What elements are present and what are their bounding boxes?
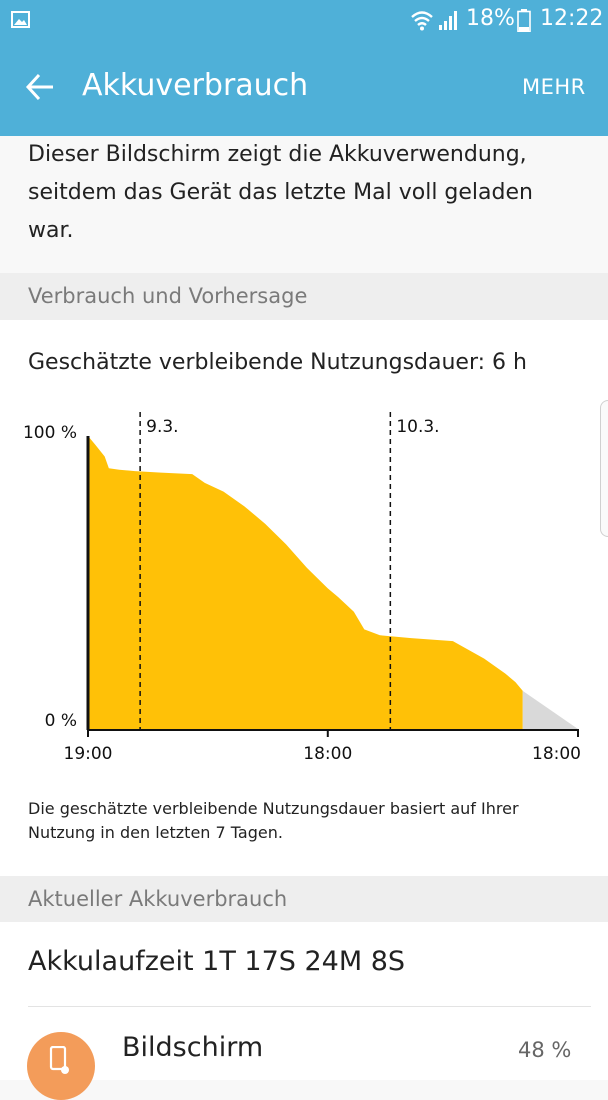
status-bar: 18% 12:22	[0, 0, 608, 42]
day-marker-label: 10.3.	[396, 417, 439, 437]
y-tick-label: 100 %	[23, 423, 77, 443]
section-header-current: Aktueller Akkuverbrauch	[0, 876, 608, 923]
wifi-icon	[411, 11, 433, 31]
estimated-remaining-time: Geschätzte verbleibende Nutzungsdauer: 6…	[28, 350, 527, 375]
signal-icon	[439, 11, 457, 30]
battery-usage-chart: 19:00 18:00 18:00 100 % 0 % 9.3. 10.3.	[23, 412, 581, 764]
battery-icon	[517, 9, 531, 32]
current-usage-card	[0, 922, 608, 1080]
battery-prediction-area	[522, 690, 578, 729]
back-arrow-icon[interactable]	[24, 70, 56, 104]
x-tick-label: 18:00	[532, 744, 581, 764]
divider	[28, 1006, 591, 1007]
clock: 12:22	[540, 6, 604, 31]
screen-icon	[49, 1046, 69, 1074]
x-tick-label: 19:00	[64, 744, 113, 764]
app-usage-name[interactable]: Bildschirm	[122, 1032, 264, 1063]
section-header-usage: Verbrauch und Vorhersage	[0, 273, 608, 320]
battery-level-area	[88, 436, 523, 729]
day-marker-label: 9.3.	[146, 417, 178, 437]
page-title: Akkuverbrauch	[82, 68, 309, 103]
y-tick-label: 0 %	[45, 711, 77, 731]
x-tick-label: 18:00	[303, 744, 352, 764]
more-button[interactable]: MEHR	[522, 75, 586, 99]
scroll-handle[interactable]	[600, 400, 608, 537]
app-usage-percent: 48 %	[518, 1038, 572, 1062]
intro-text: Dieser Bildschirm zeigt die Akkuverwendu…	[28, 142, 533, 243]
image-icon	[11, 11, 30, 28]
battery-percentage: 18%	[466, 6, 515, 31]
app-bar: Akkuverbrauch MEHR	[0, 42, 608, 136]
battery-uptime: Akkulaufzeit 1T 17S 24M 8S	[28, 946, 406, 977]
chart-footnote: Die geschätzte verbleibende Nutzungsdaue…	[28, 799, 519, 842]
